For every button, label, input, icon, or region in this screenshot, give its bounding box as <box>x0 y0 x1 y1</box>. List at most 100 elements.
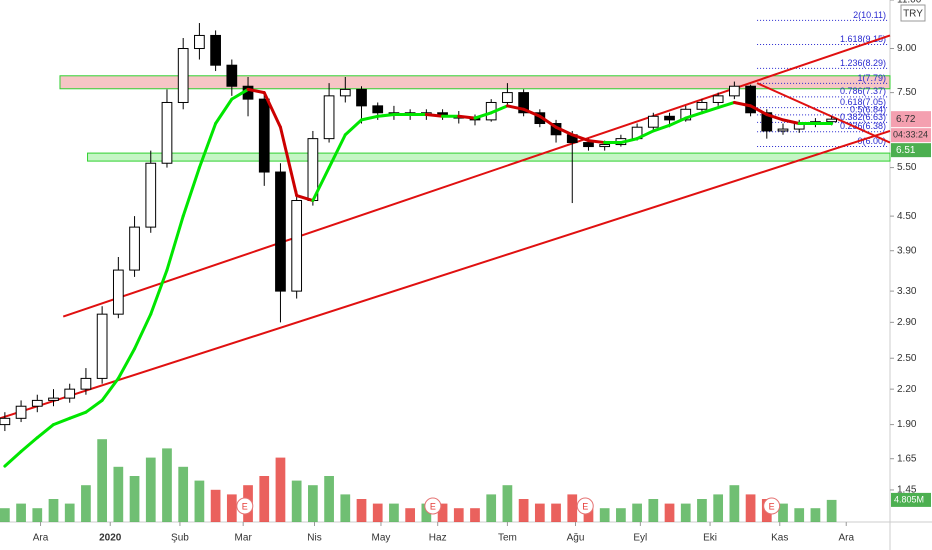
fib-label: 1(7.79) <box>857 73 886 83</box>
x-tick-label: Ara <box>33 533 49 544</box>
y-tick-label: 1.90 <box>897 419 917 430</box>
moving-average <box>343 118 364 137</box>
volume-bar <box>113 466 124 522</box>
x-tick-label: Nis <box>307 533 321 544</box>
candle-body <box>502 92 513 103</box>
volume-bar <box>0 508 10 522</box>
x-tick-label: Mar <box>235 533 253 544</box>
moving-average <box>165 214 185 272</box>
moving-average <box>700 106 720 115</box>
volume-bar <box>194 480 205 522</box>
moving-average <box>116 347 137 380</box>
x-tick-label: 2020 <box>99 533 122 544</box>
x-tick-label: Tem <box>498 533 517 544</box>
moving-average <box>635 129 655 141</box>
moving-average <box>424 113 445 118</box>
price-line-label: 6.51 <box>896 145 916 156</box>
candle-body <box>745 85 756 114</box>
moving-average <box>84 398 104 414</box>
volume-bar <box>632 503 642 522</box>
moving-average <box>376 113 396 118</box>
moving-average <box>181 166 201 218</box>
volume-bar <box>551 503 561 522</box>
fib-label: 0.618(7.05) <box>840 97 886 107</box>
fib-label: 1.618(9.15) <box>840 34 886 44</box>
moving-average <box>51 416 72 427</box>
moving-average <box>3 449 23 468</box>
y-tick-label: 5.50 <box>897 162 917 173</box>
moving-average <box>246 87 266 95</box>
moving-average <box>716 100 736 110</box>
volume-bar <box>518 499 529 522</box>
candle-body <box>80 377 92 390</box>
volume-bar <box>534 503 545 522</box>
x-tick-label: Haz <box>429 533 447 544</box>
moving-average <box>295 194 315 203</box>
volume-bar <box>259 476 270 522</box>
moving-average <box>554 125 574 137</box>
currency: TRY <box>903 9 923 20</box>
volume-bar <box>48 499 59 522</box>
moving-average <box>214 97 234 126</box>
fib-label: 0.786(7.37) <box>840 86 886 96</box>
moving-average <box>732 100 753 108</box>
moving-average <box>457 114 477 120</box>
candle-body <box>664 115 675 121</box>
candle-body <box>323 95 335 140</box>
moving-average <box>538 114 558 129</box>
volume-bar <box>145 457 156 522</box>
volume-bar <box>567 494 578 522</box>
volume-bar <box>664 503 675 522</box>
y-tick-label: 1.65 <box>897 453 917 464</box>
zone <box>59 75 891 90</box>
volume-bar <box>729 485 740 522</box>
candle-body <box>258 98 270 173</box>
x-tick-label: Şub <box>171 533 189 544</box>
trendline <box>62 34 891 318</box>
y-tick-label: 2.90 <box>897 317 917 328</box>
x-tick-label: Eki <box>703 533 717 544</box>
currency-box <box>900 4 926 22</box>
y-tick-label: 9.00 <box>897 43 917 54</box>
x-tick-label: May <box>372 533 391 544</box>
candle-body <box>729 85 740 97</box>
candle-body <box>696 101 708 110</box>
trendline <box>756 82 891 144</box>
moving-average <box>749 104 769 117</box>
candle-body <box>210 34 221 66</box>
volume-bar <box>583 508 594 522</box>
volume-bar <box>210 489 221 522</box>
last-price-tag <box>891 111 931 128</box>
earnings-label: E <box>769 501 775 511</box>
volume-last: 4.805M <box>894 494 924 504</box>
volume-bar <box>64 503 75 522</box>
volume-bar <box>81 485 91 522</box>
moving-average <box>781 118 801 126</box>
earnings-label: E <box>242 501 248 511</box>
x-tick-label: Ağu <box>567 533 585 544</box>
volume-bar <box>486 494 497 522</box>
fib-label: 0.5(6.84) <box>850 104 886 114</box>
moving-average <box>19 436 39 453</box>
volume-bar <box>470 508 480 522</box>
moving-average <box>100 376 120 402</box>
volume-bar <box>129 476 140 522</box>
candle-body <box>339 88 351 97</box>
moving-average <box>262 91 282 129</box>
volume-bar <box>794 508 805 522</box>
candle-body <box>48 397 59 401</box>
earnings-label: E <box>582 501 588 511</box>
earnings-label: E <box>430 501 436 511</box>
earnings-marker <box>236 497 254 515</box>
candle-body <box>64 388 76 399</box>
candle-body <box>291 200 303 292</box>
trendline <box>0 130 891 420</box>
moving-average <box>668 116 688 127</box>
fib-label: 0.382(6.63) <box>840 112 886 122</box>
candle-body <box>0 417 11 426</box>
volume-bar <box>226 494 237 522</box>
volume-bar <box>778 503 788 522</box>
candle-body <box>761 112 773 132</box>
x-tick-label: Ara <box>838 533 854 544</box>
